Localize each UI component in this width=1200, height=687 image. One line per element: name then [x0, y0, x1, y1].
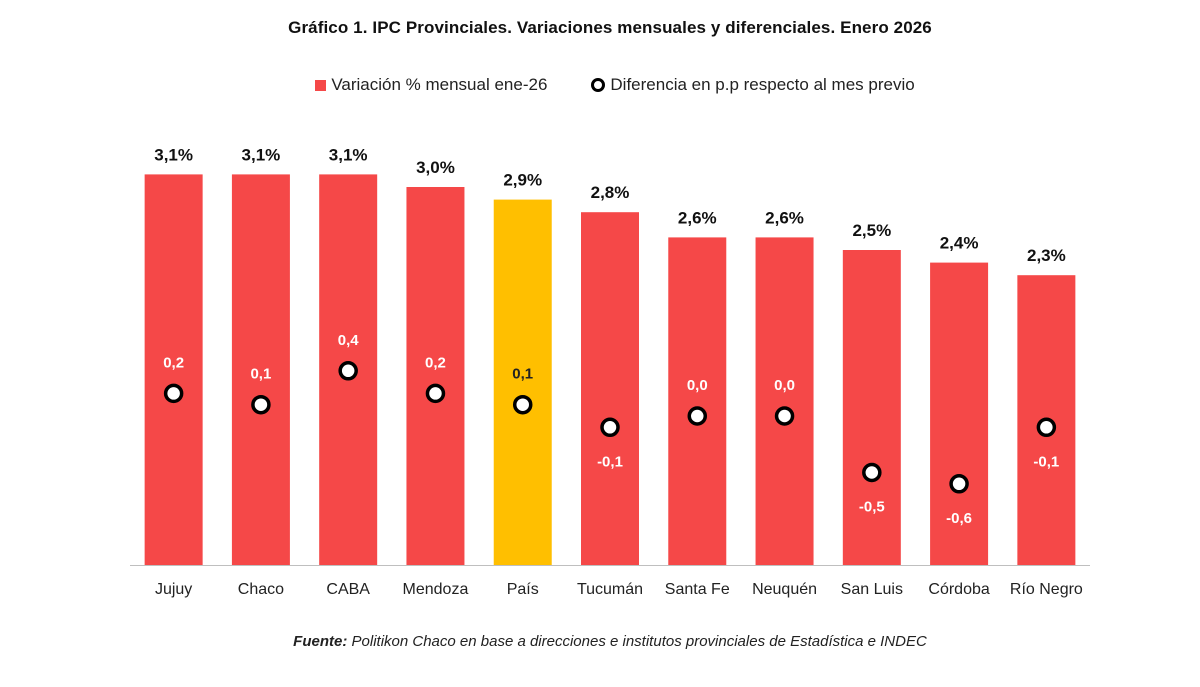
x-tick-label: Chaco [238, 581, 284, 598]
diff-marker [425, 383, 446, 404]
bar-value-label: 3,1% [329, 145, 368, 164]
chart-legend: Variación % mensual ene-26 Diferencia en… [0, 75, 1200, 95]
diff-marker [163, 383, 184, 404]
diff-value-label: 0,4 [338, 332, 360, 349]
bar [406, 187, 465, 565]
bar-value-label: 2,3% [1027, 246, 1066, 265]
x-tick-label: Río Negro [1010, 581, 1083, 598]
diff-value-label: 0,1 [512, 366, 533, 383]
diff-value-label: 0,2 [163, 354, 184, 371]
bar [668, 237, 727, 565]
diff-value-label: 0,0 [774, 377, 795, 394]
bar-value-label: 2,6% [678, 208, 717, 227]
diff-value-label: -0,1 [1033, 453, 1059, 470]
bar-value-label: 2,9% [503, 171, 542, 190]
source-note: Fuente: Politikon Chaco en base a direcc… [0, 633, 1200, 650]
diff-marker [251, 394, 271, 415]
diff-marker [949, 474, 969, 494]
x-tick-label: San Luis [841, 581, 903, 598]
bar [581, 212, 639, 565]
diff-value-label: 0,2 [425, 354, 446, 371]
legend-circle-marker [591, 78, 606, 92]
bar [930, 262, 989, 565]
legend-item-markers: Diferencia en p.p respecto al mes previo [591, 75, 915, 95]
diff-marker [774, 406, 795, 426]
diff-marker [338, 361, 358, 381]
x-tick-label: Jujuy [155, 581, 192, 598]
bar-value-label: 2,8% [591, 183, 630, 202]
bar-value-label: 3,1% [242, 145, 281, 164]
x-tick-label: CABA [326, 581, 370, 598]
legend-bar-swatch [315, 79, 327, 91]
diff-value-label: -0,5 [859, 499, 885, 516]
legend-item-bars: Variación % mensual ene-26 [315, 75, 547, 95]
bar [144, 174, 203, 565]
source-label: Fuente: [293, 633, 348, 650]
diff-marker [687, 406, 708, 426]
bar-value-label: 3,0% [416, 158, 455, 177]
diff-marker [600, 417, 620, 438]
bar-value-label: 2,4% [940, 234, 979, 253]
diff-marker [512, 394, 533, 415]
bar [842, 250, 901, 565]
diff-marker [862, 462, 882, 483]
bar-value-label: 3,1% [154, 145, 193, 164]
bar [755, 237, 814, 565]
bar-value-label: 2,6% [765, 208, 804, 227]
bar [493, 199, 552, 565]
x-tick-label: Tucumán [577, 581, 643, 598]
x-tick-label: Neuquén [752, 581, 817, 598]
x-tick-label: País [507, 581, 539, 598]
legend-bar-label: Variación % mensual ene-26 [331, 75, 548, 94]
bar [231, 174, 290, 565]
diff-value-label: -0,6 [946, 510, 972, 527]
diff-value-label: 0,0 [687, 377, 708, 394]
x-tick-label: Mendoza [403, 581, 469, 598]
source-text: Politikon Chaco en base a direcciones e … [351, 633, 927, 650]
diff-value-label: -0,1 [597, 453, 623, 470]
bar-value-label: 2,5% [852, 221, 891, 240]
x-tick-label: Santa Fe [665, 581, 730, 598]
chart-title: Gráfico 1. IPC Provinciales. Variaciones… [288, 18, 932, 37]
diff-value-label: 0,1 [250, 366, 271, 383]
diff-marker [1036, 417, 1057, 438]
x-tick-label: Córdoba [928, 581, 989, 598]
legend-marker-label: Diferencia en p.p respecto al mes previo [610, 75, 915, 94]
